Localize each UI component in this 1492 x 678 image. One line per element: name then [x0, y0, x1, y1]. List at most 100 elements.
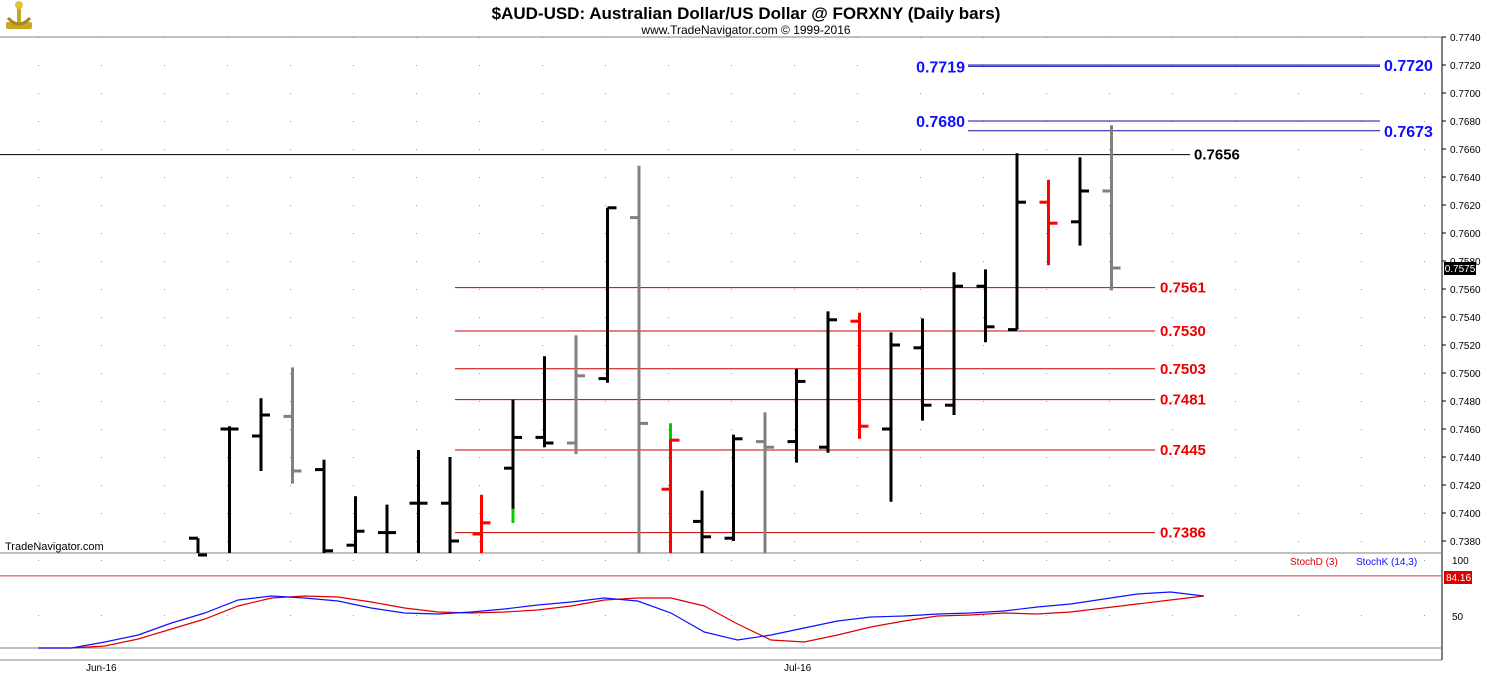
grid-dot — [794, 373, 795, 374]
grid-dot — [227, 513, 228, 514]
grid-dot — [479, 121, 480, 122]
osc-tick-50: 50 — [1452, 612, 1464, 623]
grid-dot — [668, 317, 669, 318]
grid-dot — [1172, 205, 1173, 206]
grid-dot — [1046, 373, 1047, 374]
grid-dot — [1424, 289, 1425, 290]
grid-dot — [668, 93, 669, 94]
osc-grid-dot — [1046, 615, 1047, 616]
osc-level-label: 84.16 — [1446, 573, 1471, 584]
grid-dot — [542, 429, 543, 430]
grid-dot — [605, 177, 606, 178]
grid-dot — [290, 373, 291, 374]
price-tick-label: 0.7560 — [1450, 285, 1481, 296]
grid-dot — [38, 233, 39, 234]
grid-dot — [1046, 485, 1047, 486]
watermark: TradeNavigator.com — [5, 541, 104, 553]
grid-dot — [1235, 401, 1236, 402]
grid-dot — [479, 93, 480, 94]
logo[interactable] — [6, 1, 32, 29]
grid-dot — [920, 401, 921, 402]
grid-dot — [605, 457, 606, 458]
stochK-legend: StochK (14,3) — [1356, 557, 1417, 568]
grid-dot — [1361, 93, 1362, 94]
osc-grid-dot — [479, 615, 480, 616]
grid-dot — [794, 429, 795, 430]
osc-grid-dot — [290, 615, 291, 616]
grid-dot — [605, 429, 606, 430]
grid-dot — [479, 205, 480, 206]
grid-dot — [1424, 149, 1425, 150]
grid-dot — [605, 373, 606, 374]
grid-dot — [416, 401, 417, 402]
grid-dot — [290, 65, 291, 66]
grid-dot — [1172, 485, 1173, 486]
grid-dot — [857, 261, 858, 262]
grid-dot — [1424, 93, 1425, 94]
grid-dot — [101, 289, 102, 290]
grid-dot — [1298, 541, 1299, 542]
grid-dot — [101, 65, 102, 66]
grid-dot — [1046, 317, 1047, 318]
grid-dot — [794, 149, 795, 150]
grid-dot — [353, 373, 354, 374]
grid-dot — [1424, 541, 1425, 542]
grid-dot — [1109, 373, 1110, 374]
grid-dot — [857, 317, 858, 318]
osc-grid-dot — [1361, 615, 1362, 616]
grid-dot — [1361, 345, 1362, 346]
grid-dot — [542, 93, 543, 94]
price-tick-label: 0.7460 — [1450, 425, 1481, 436]
grid-dot — [794, 541, 795, 542]
grid-dot — [38, 401, 39, 402]
grid-dot — [605, 261, 606, 262]
grid-dot — [731, 401, 732, 402]
grid-dot — [668, 177, 669, 178]
grid-dot — [920, 345, 921, 346]
price-tick-label: 0.7500 — [1450, 369, 1481, 380]
grid-dot — [38, 429, 39, 430]
grid-dot — [542, 177, 543, 178]
grid-dot — [731, 121, 732, 122]
osc-tick-100: 100 — [1452, 556, 1469, 567]
grid-dot — [416, 513, 417, 514]
osc-grid-dot — [1298, 560, 1299, 561]
grid-dot — [1172, 93, 1173, 94]
level-label-0.7503: 0.7503 — [1160, 361, 1206, 378]
grid-dot — [227, 485, 228, 486]
grid-dot — [1046, 345, 1047, 346]
grid-dot — [1361, 205, 1362, 206]
grid-dot — [227, 261, 228, 262]
grid-dot — [164, 177, 165, 178]
grid-dot — [1361, 233, 1362, 234]
grid-dot — [605, 317, 606, 318]
grid-dot — [542, 205, 543, 206]
grid-dot — [605, 541, 606, 542]
grid-dot — [668, 513, 669, 514]
grid-dot — [794, 401, 795, 402]
grid-dot — [227, 177, 228, 178]
osc-grid-dot — [227, 560, 228, 561]
osc-grid-dot — [668, 615, 669, 616]
grid-dot — [101, 401, 102, 402]
grid-dot — [164, 541, 165, 542]
grid-dot — [983, 345, 984, 346]
grid-dot — [731, 513, 732, 514]
grid-dot — [794, 121, 795, 122]
grid-dot — [1424, 317, 1425, 318]
grid-dot — [1172, 177, 1173, 178]
grid-dot — [731, 373, 732, 374]
ohlc-bars — [189, 125, 1121, 557]
grid-dot — [164, 289, 165, 290]
grid-dot — [353, 65, 354, 66]
price-tick-label: 0.7480 — [1450, 397, 1481, 408]
grid-dot — [1046, 289, 1047, 290]
price-axis: 0.7740 0.7720 0.7700 0.7680 0.7660 0.7640 0.76… — [1442, 33, 1481, 548]
grid-dot — [857, 177, 858, 178]
grid-dot — [227, 65, 228, 66]
grid-dot — [1361, 485, 1362, 486]
grid-dot — [1172, 261, 1173, 262]
grid-dot — [479, 317, 480, 318]
grid-dot — [101, 205, 102, 206]
grid-dot — [1361, 429, 1362, 430]
